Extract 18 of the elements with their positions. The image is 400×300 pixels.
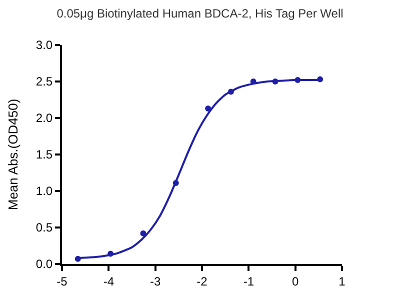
chart-title: 0.05μg Biotinylated Human BDCA-2, His Tag Per Well [56, 6, 344, 20]
y-tick-label: 1.0 [36, 184, 53, 198]
x-tick-label: 0 [292, 274, 299, 288]
y-tick-label: 2.5 [36, 74, 53, 89]
y-tick-label: 0.5 [36, 220, 53, 235]
x-tick-label: -4 [103, 274, 114, 288]
x-tick-label: -3 [150, 274, 161, 288]
y-axis-title: Mean Abs.(OD450) [5, 98, 20, 210]
y-tick-label: 2.0 [36, 111, 53, 126]
y-tick-label: 1.5 [36, 148, 53, 162]
x-tick-label: -2 [196, 274, 208, 288]
x-tick-label: -5 [56, 274, 68, 288]
x-tick-label: -1 [243, 274, 254, 288]
y-tick-label: 0.0 [36, 257, 53, 272]
point [140, 230, 146, 236]
x-tick-label: 1 [338, 274, 346, 288]
point [205, 106, 212, 112]
y-tick-label: 3.0 [36, 38, 53, 52]
